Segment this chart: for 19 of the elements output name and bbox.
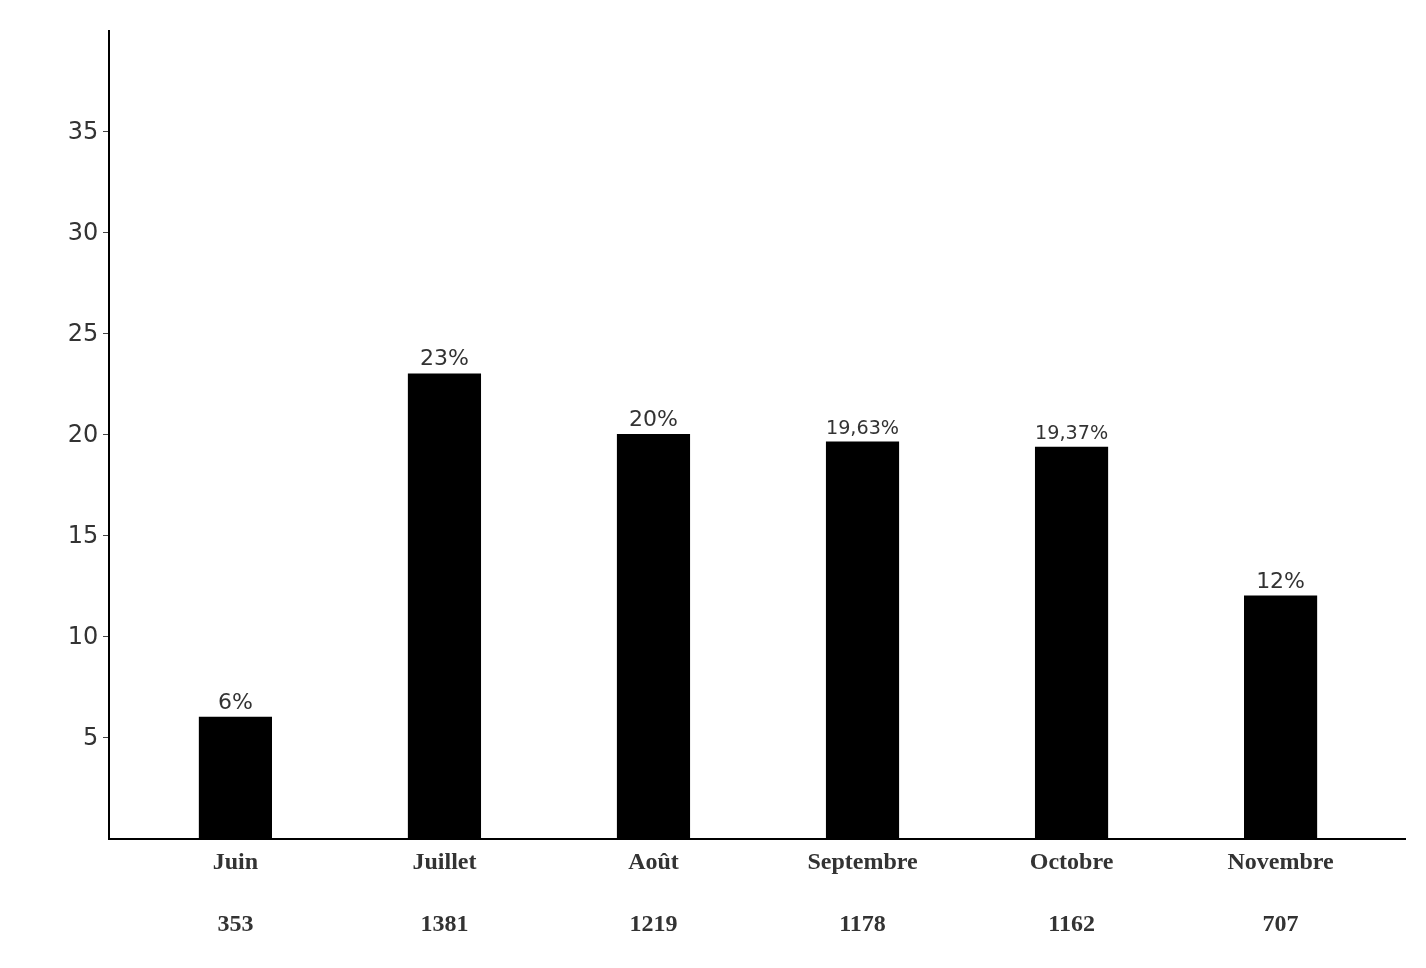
category-label: Juillet 1381 (412, 847, 477, 937)
category-label: Août 1219 (628, 847, 679, 937)
data-label: 19,63% (825, 416, 900, 440)
data-label: 12% (1256, 567, 1306, 593)
data-label: 23% (420, 345, 469, 371)
category-label: Juin 353 (212, 847, 259, 937)
y-tick-label: 10 (67, 622, 99, 651)
category-label: Octobre 1162 (1029, 847, 1114, 937)
y-tick-label: 20 (67, 420, 99, 449)
y-tick-label: 5 (82, 723, 99, 752)
data-label: 20% (629, 406, 678, 431)
data-label: 6% (217, 688, 253, 714)
category-label: Septembre 1178 (807, 847, 918, 937)
data-label: 19,37% (1035, 421, 1109, 445)
y-tick-label: 15 (67, 521, 99, 550)
y-tick-label: 35 (67, 117, 99, 146)
category-label: Novembre 707 (1227, 847, 1334, 937)
y-tick-label: 25 (67, 319, 99, 348)
y-tick-label: 30 (67, 218, 99, 247)
